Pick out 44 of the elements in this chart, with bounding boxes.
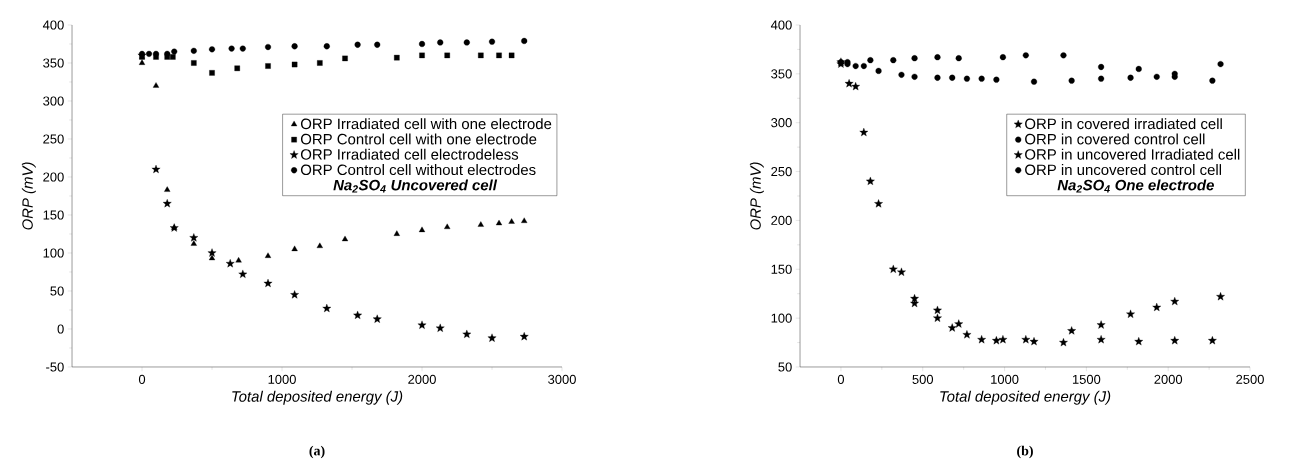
x-axis-title: Total deposited energy (J) — [232, 390, 403, 405]
y-tick-label: 250 — [43, 134, 64, 144]
y-tick-label: 200 — [771, 215, 792, 225]
y-axis-title: ORP (mV) — [21, 162, 36, 230]
y-tick-label: 300 — [771, 118, 792, 128]
legend-label: ORP in uncovered Irradiated cell — [1025, 148, 1240, 160]
legend-label: ORP in uncovered control cell — [1025, 164, 1222, 176]
y-tick-label: 150 — [43, 210, 64, 220]
x-tick-label: 2500 — [1236, 374, 1264, 384]
x-tick-label: 1000 — [991, 374, 1019, 384]
y-tick-label: 150 — [771, 264, 792, 274]
text: (a) — [309, 445, 325, 459]
x-tick-label: 500 — [912, 374, 934, 384]
y-tick-label: 50 — [50, 286, 64, 296]
y-tick-label: 400 — [770, 20, 792, 30]
legend-label: ORP in covered control cell — [1025, 133, 1205, 145]
y-tick-label: 350 — [771, 69, 792, 79]
legend-label: ORP Control cell without electrodes — [300, 164, 536, 176]
y-tick-label: 350 — [43, 58, 64, 68]
text: Na$_{2}$SO$_{4}$ Uncovered cell — [333, 179, 498, 193]
y-tick-label: 400 — [42, 20, 64, 30]
x-axis-title: Total deposited energy (J) — [940, 390, 1111, 405]
legend-label: ORP Irradiated cell with one electrode — [300, 118, 552, 130]
x-tick-label: 0 — [138, 374, 146, 384]
x-tick-label: 1000 — [268, 374, 296, 384]
y-tick-label: 300 — [43, 96, 64, 106]
y-tick-label: 50 — [778, 362, 792, 372]
legend-label: ORP Irradiated cell electrodeless — [300, 148, 519, 160]
x-tick-label: 1500 — [1072, 374, 1101, 384]
legend-label: ORP Control cell with one electrode — [300, 133, 537, 145]
y-tick-label: 100 — [43, 248, 64, 258]
legend-label: ORP in covered irradiated cell — [1025, 118, 1222, 130]
y-tick-label: 0 — [57, 324, 64, 334]
x-tick-label: 2000 — [408, 374, 436, 384]
x-tick-label: 2000 — [1154, 374, 1183, 384]
x-tick-label: 3000 — [548, 374, 576, 384]
x-tick-label: 0 — [837, 374, 845, 384]
text: Na$_{2}$SO$_{4}$ One electrode — [1057, 179, 1214, 193]
y-axis-title: ORP (mV) — [749, 162, 764, 230]
y-tick-label: 250 — [771, 166, 792, 177]
y-tick-label: 200 — [43, 172, 64, 182]
y-tick-label: -50 — [46, 362, 64, 372]
y-tick-label: 100 — [771, 313, 792, 323]
text: (b) — [1017, 445, 1033, 459]
